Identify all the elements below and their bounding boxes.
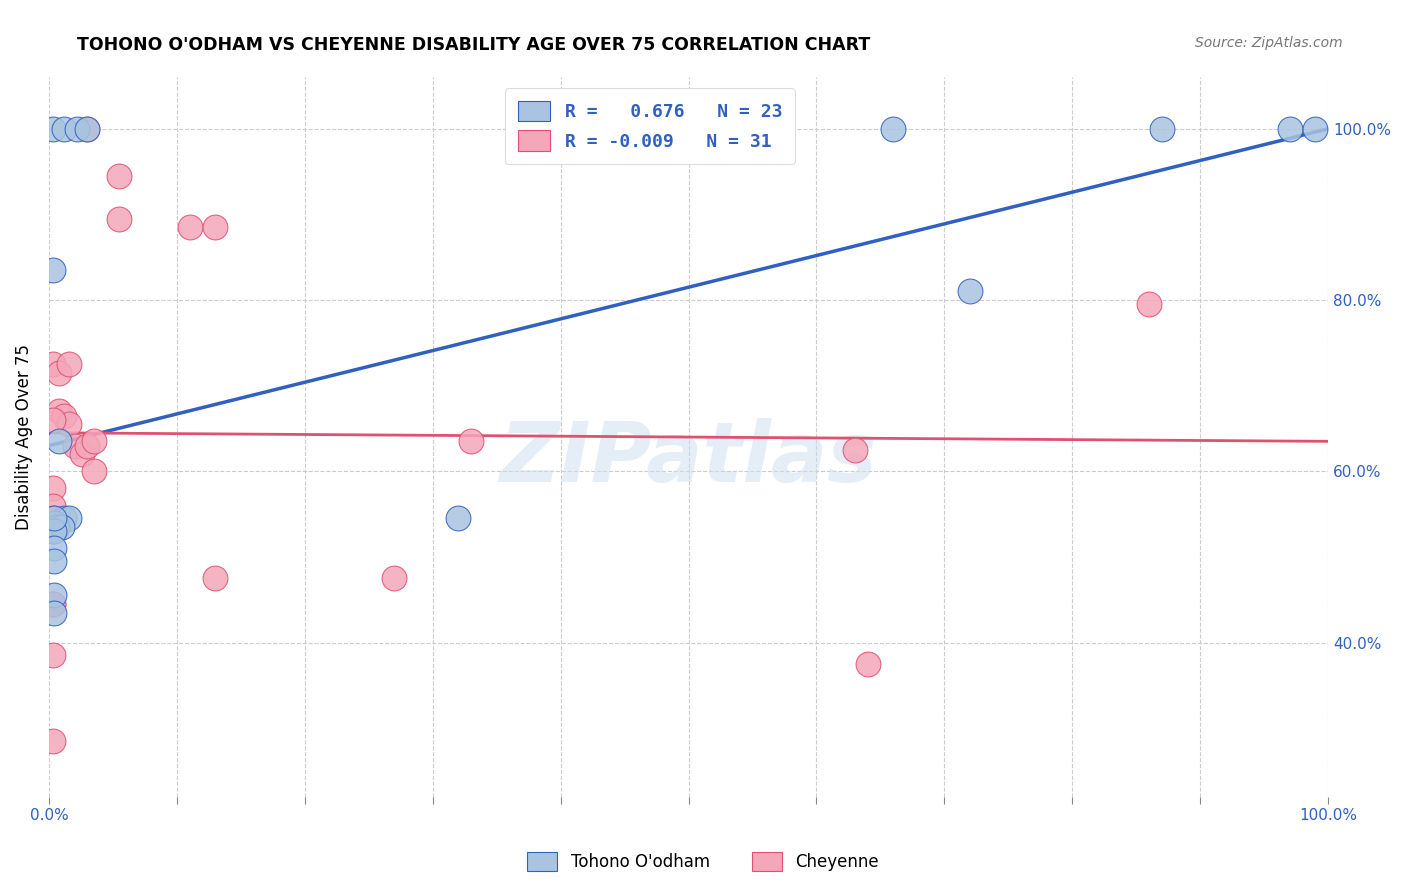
Point [42, 524, 65, 539]
Text: ZIPatlas: ZIPatlas [499, 418, 877, 500]
Point [42, 541, 65, 556]
Point [42, 511, 65, 525]
Point [42, 511, 65, 525]
Point [108, 169, 131, 183]
Point [70, 447, 93, 461]
Point [42, 597, 65, 611]
Point [42, 554, 65, 568]
Point [58, 511, 80, 525]
Point [1305, 121, 1327, 136]
Point [42, 357, 65, 371]
Point [179, 220, 201, 235]
Point [58, 417, 80, 432]
Legend: Tohono O'odham, Cheyenne: Tohono O'odham, Cheyenne [519, 843, 887, 880]
Point [42, 589, 65, 603]
Point [76, 121, 98, 136]
Point [42, 648, 65, 663]
Point [48, 434, 70, 449]
Point [42, 734, 65, 748]
Point [66, 121, 89, 136]
Point [204, 571, 226, 585]
Point [48, 366, 70, 380]
Point [1278, 121, 1301, 136]
Point [42, 263, 65, 277]
Point [959, 285, 981, 299]
Point [58, 357, 80, 371]
Point [447, 511, 470, 525]
Point [204, 220, 226, 235]
Point [1137, 297, 1160, 311]
Point [45, 520, 67, 534]
Point [460, 434, 482, 449]
Point [844, 442, 866, 457]
Point [382, 571, 405, 585]
Point [42, 413, 65, 427]
Point [42, 516, 65, 530]
Legend: R =   0.676   N = 23, R = -0.009   N = 31: R = 0.676 N = 23, R = -0.009 N = 31 [505, 88, 794, 164]
Text: TOHONO O'ODHAM VS CHEYENNE DISABILITY AGE OVER 75 CORRELATION CHART: TOHONO O'ODHAM VS CHEYENNE DISABILITY AG… [77, 36, 870, 54]
Point [856, 657, 879, 671]
Point [1150, 121, 1173, 136]
Point [76, 439, 98, 453]
Y-axis label: Disability Age Over 75: Disability Age Over 75 [15, 344, 32, 530]
Point [42, 597, 65, 611]
Point [108, 211, 131, 226]
Point [83, 464, 105, 478]
Text: Source: ZipAtlas.com: Source: ZipAtlas.com [1195, 36, 1343, 50]
Point [48, 404, 70, 418]
Point [51, 520, 73, 534]
Point [76, 121, 98, 136]
Point [83, 434, 105, 449]
Point [42, 524, 65, 539]
Point [42, 606, 65, 620]
Point [53, 409, 76, 423]
Point [53, 511, 76, 525]
Point [53, 121, 76, 136]
Point [63, 439, 86, 453]
Point [882, 121, 904, 136]
Point [42, 499, 65, 513]
Point [42, 121, 65, 136]
Point [42, 482, 65, 496]
